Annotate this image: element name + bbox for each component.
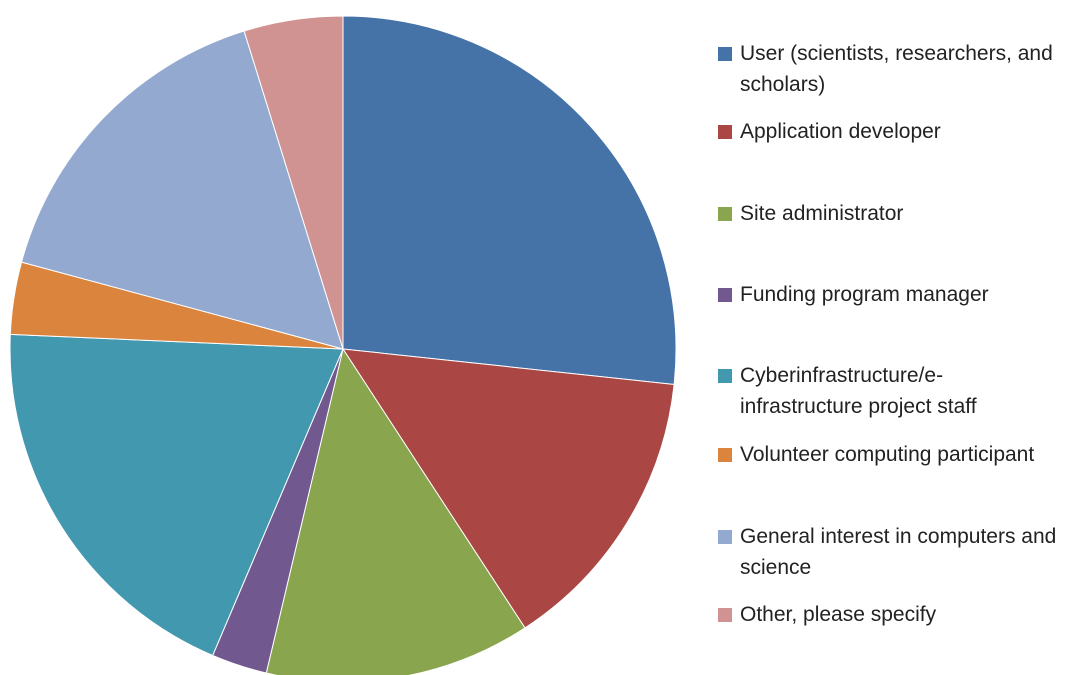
legend-swatch	[718, 47, 732, 61]
legend-item: Cyberinfrastructure/e-infrastructure pro…	[718, 360, 1058, 422]
legend-label: User (scientists, researchers, and schol…	[740, 42, 1053, 96]
pie-slice	[265, 347, 526, 675]
legend-item: Other, please specify	[718, 599, 1058, 630]
legend-item: User (scientists, researchers, and schol…	[718, 38, 1058, 100]
legend-swatch	[718, 125, 732, 139]
pie-slice	[243, 15, 344, 350]
legend-item: Application developer	[718, 116, 1058, 147]
chart	[9, 15, 677, 675]
legend-item: Site administrator	[718, 198, 1058, 229]
legend-label: Application developer	[740, 120, 941, 143]
legend-label: General interest in computers and scienc…	[740, 525, 1057, 579]
legend-swatch	[718, 369, 732, 383]
pie-slice	[342, 15, 677, 386]
pie-slice	[342, 348, 675, 629]
legend-swatch	[718, 207, 732, 221]
legend-item: General interest in computers and scienc…	[718, 521, 1058, 583]
legend-swatch	[718, 448, 732, 462]
legend-swatch	[718, 530, 732, 544]
legend-label: Site administrator	[740, 202, 904, 225]
legend-label: Other, please specify	[740, 603, 937, 626]
legend-swatch	[718, 608, 732, 622]
pie-slice	[20, 30, 344, 350]
legend-swatch	[718, 288, 732, 302]
legend-label: Cyberinfrastructure/e-infrastructure pro…	[740, 364, 977, 418]
legend-item: Volunteer computing participant	[718, 439, 1058, 470]
legend-item: Funding program manager	[718, 279, 1058, 310]
pie-slice	[9, 333, 344, 657]
legend-label: Volunteer computing participant	[740, 443, 1035, 466]
legend-label: Funding program manager	[740, 283, 989, 306]
